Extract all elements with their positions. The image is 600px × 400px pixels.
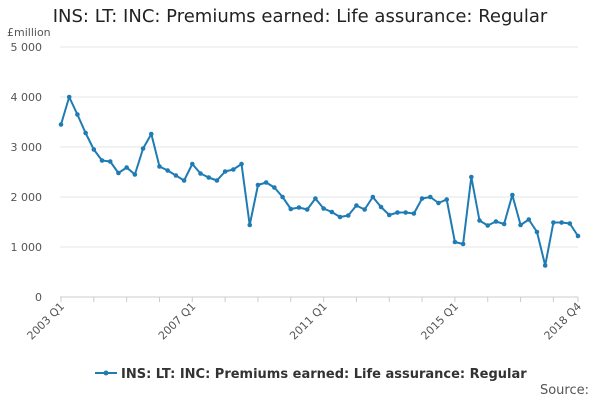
series-line [60,96,579,267]
data-point[interactable] [91,147,97,152]
legend: INS: LT: INC: Premiums earned: Life assu… [95,367,527,382]
data-point[interactable] [75,112,80,117]
data-point[interactable] [436,200,441,206]
data-point[interactable] [427,194,433,200]
data-point[interactable] [534,229,540,235]
data-point[interactable] [485,223,491,228]
legend-marker-swatch [103,370,109,376]
data-point[interactable] [477,218,482,223]
data-point[interactable] [107,159,113,164]
data-point[interactable] [263,180,269,185]
data-point[interactable] [231,167,236,172]
y-tick-label: 4 000 [11,91,43,104]
data-point[interactable] [116,170,121,176]
data-point[interactable] [510,192,515,198]
data-point[interactable] [501,221,507,227]
data-point[interactable] [419,196,425,201]
data-point[interactable] [370,194,376,200]
data-point[interactable] [313,196,318,201]
data-point[interactable] [460,241,466,247]
data-point[interactable] [567,221,573,226]
data-point[interactable] [190,161,195,167]
data-point[interactable] [140,146,146,151]
data-point[interactable] [542,263,548,268]
data-point[interactable] [206,175,212,180]
data-point[interactable] [288,206,294,212]
x-tick-label: 2003 Q1 [25,300,68,343]
data-point[interactable] [518,222,523,228]
data-point[interactable] [345,213,351,218]
x-tick-label: 2015 Q1 [418,300,461,343]
data-point[interactable] [526,217,532,222]
data-point[interactable] [165,168,170,173]
data-point[interactable] [411,211,417,216]
data-point[interactable] [452,239,458,245]
data-point[interactable] [181,178,187,183]
data-point[interactable] [66,94,72,100]
series-group [58,94,581,268]
data-point[interactable] [329,209,335,215]
data-point[interactable] [403,210,408,215]
data-point[interactable] [378,204,384,210]
data-point[interactable] [58,122,64,127]
data-point[interactable] [354,203,359,208]
y-axis-unit-label: £million [7,26,51,39]
data-point[interactable] [551,220,556,225]
data-point[interactable] [214,178,220,183]
source-label: Source: [540,383,589,398]
gridlines [60,46,578,248]
data-point[interactable] [362,207,367,212]
data-point[interactable] [247,222,253,228]
y-tick-label: 0 [35,291,42,304]
data-point[interactable] [239,161,244,167]
data-point[interactable] [469,174,474,180]
y-axis: 0 1 000 2 000 3 000 4 000 5 000 [11,41,43,304]
data-point[interactable] [575,233,581,239]
y-tick-label: 3 000 [11,141,43,154]
data-point[interactable] [304,207,310,212]
data-point[interactable] [148,131,154,137]
data-point[interactable] [132,172,138,177]
x-axis: 2003 Q1 2007 Q1 2011 Q1 2015 Q1 2018 Q4 [25,297,585,343]
data-point[interactable] [321,206,326,211]
data-point[interactable] [280,194,285,200]
data-point[interactable] [222,169,228,174]
data-point[interactable] [99,158,105,163]
data-point[interactable] [198,171,203,176]
data-point[interactable] [386,212,392,218]
data-point[interactable] [173,173,179,178]
chart-title: INS: LT: INC: Premiums earned: Life assu… [52,6,548,27]
y-tick-label: 5 000 [11,41,43,54]
data-point[interactable] [395,210,400,215]
data-point[interactable] [272,185,277,190]
data-point[interactable] [337,214,343,220]
x-tick-label: 2011 Q1 [287,300,330,343]
data-point[interactable] [296,205,302,210]
data-point[interactable] [559,220,564,225]
data-point[interactable] [124,165,129,170]
y-tick-label: 2 000 [11,191,43,204]
x-tick-label: 2018 Q4 [542,300,585,343]
data-point[interactable] [444,197,449,202]
data-point[interactable] [255,182,261,188]
data-point[interactable] [493,219,499,224]
data-point[interactable] [157,164,162,169]
data-point[interactable] [83,130,88,136]
legend-label[interactable]: INS: LT: INC: Premiums earned: Life assu… [121,367,527,382]
x-tick-label: 2007 Q1 [156,300,199,343]
y-tick-label: 1 000 [11,241,43,254]
